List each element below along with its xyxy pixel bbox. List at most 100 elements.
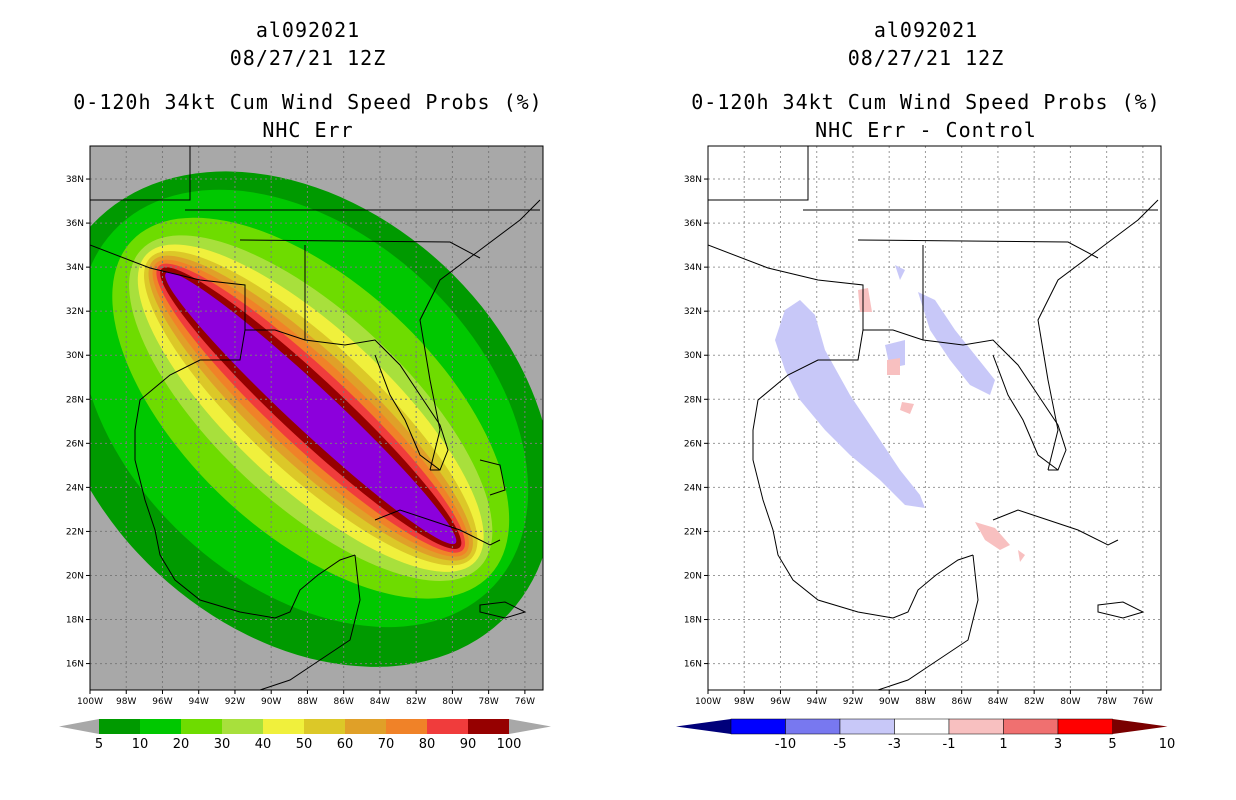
colorbar-label: -5 [834, 737, 847, 752]
contour-100 [165, 272, 457, 545]
lon-label: 92W [843, 697, 863, 707]
lat-label: 20N [684, 571, 702, 581]
colorbar-label: 40 [255, 737, 272, 752]
left-colorbar: 5 10 20 30 40 50 60 70 80 90 100 [59, 719, 551, 752]
colorbar-label: -10 [775, 737, 796, 752]
colorbar-bin [263, 719, 304, 734]
left-storm-id: al092021 [255, 18, 361, 42]
colorbar-label: -1 [943, 737, 956, 752]
right-map: 38N 36N 34N 32N 30N 28N 26N 24N 22N 20N 18N 16N 100… [684, 145, 1162, 707]
left-lat-labels: 38N 36N 34N 32N 30N 28N 26N 24N 22N 20N 18N 16N [66, 175, 90, 670]
colorbar-bin [99, 719, 140, 734]
lon-label: 100W [77, 697, 103, 707]
colorbar-label: 60 [337, 737, 354, 752]
colorbar-low-arrow [676, 719, 731, 734]
colorbar-label: 5 [95, 737, 103, 752]
colorbar-bin [386, 719, 427, 734]
left-panel-title: al092021 08/27/21 12Z 0-120h 34kt Cum Wi… [28, 16, 588, 144]
lon-label: 98W [734, 697, 754, 707]
right-storm-id: al092021 [873, 18, 979, 42]
colorbar-label: 80 [419, 737, 436, 752]
left-map-frame [89, 145, 544, 691]
right-lat-labels: 38N 36N 34N 32N 30N 28N 26N 24N 22N 20N 18N 16N [684, 175, 708, 670]
colorbar-high-arrow [1112, 719, 1168, 734]
lon-label: 96W [770, 697, 790, 707]
lon-label: 98W [116, 697, 136, 707]
lat-label: 18N [684, 616, 702, 626]
lat-label: 36N [684, 219, 702, 229]
positive-patch-small [1018, 550, 1025, 562]
colorbar-low-arrow [59, 719, 99, 734]
lon-label: 84W [370, 697, 390, 707]
left-product: 0-120h 34kt Cum Wind Speed Probs (%) [73, 90, 543, 114]
right-lon-labels: 100W 98W 96W 94W 92W 90W 88W 86W 84W 82W 80W 78W 76W [695, 690, 1153, 707]
negative-patch-east [918, 292, 995, 395]
positive-patch-cuba [975, 522, 1010, 550]
colorbar-label: 20 [173, 737, 190, 752]
colorbar-bin [785, 718, 841, 735]
lat-label: 28N [66, 395, 84, 405]
lon-label: 100W [695, 697, 721, 707]
colorbar-label: 100 [497, 737, 522, 752]
colorbar-label: 10 [132, 737, 149, 752]
colorbar-bin [1057, 718, 1113, 735]
positive-patch-gulf [900, 402, 914, 414]
lon-label: 76W [1133, 697, 1153, 707]
lon-label: 88W [915, 697, 935, 707]
right-colorbar: -10 -5 -3 -1 1 3 5 10 [676, 718, 1176, 752]
lon-label: 90W [261, 697, 281, 707]
lon-label: 84W [988, 697, 1008, 707]
colorbar-label: 30 [214, 737, 231, 752]
positive-patch-ms [858, 288, 872, 312]
right-panel-title: al092021 08/27/21 12Z 0-120h 34kt Cum Wi… [646, 16, 1206, 144]
left-lon-labels: 100W 98W 96W 94W 92W 90W 88W 86W 84W 82W 80W 78W 76W [77, 690, 535, 707]
lat-label: 18N [66, 616, 84, 626]
colorbar-bin [839, 718, 895, 735]
left-map: 38N 36N 34N 32N 30N 28N 26N 24N 22N 20N 18N 16N 100… [66, 145, 544, 707]
lat-label: 34N [684, 263, 702, 273]
lon-label: 78W [1096, 697, 1116, 707]
colorbar-bin [304, 719, 345, 734]
lat-label: 32N [684, 307, 702, 317]
lon-label: 80W [1060, 697, 1080, 707]
lat-label: 22N [66, 527, 84, 537]
right-map-background [708, 146, 1161, 690]
lat-label: 16N [66, 660, 84, 670]
lat-label: 24N [684, 483, 702, 493]
lat-label: 28N [684, 395, 702, 405]
colorbar-bin [140, 719, 181, 734]
lat-label: 38N [684, 175, 702, 185]
lon-label: 94W [189, 697, 209, 707]
lat-label: 16N [684, 660, 702, 670]
lat-label: 20N [66, 571, 84, 581]
lat-label: 24N [66, 483, 84, 493]
lat-label: 26N [66, 439, 84, 449]
negative-patch-north [895, 265, 905, 280]
lon-label: 86W [334, 697, 354, 707]
right-map-frame [707, 145, 1162, 691]
lat-label: 22N [684, 527, 702, 537]
colorbar-label: 1 [999, 737, 1007, 752]
lat-label: 34N [66, 263, 84, 273]
lon-label: 86W [952, 697, 972, 707]
lon-label: 88W [297, 697, 317, 707]
colorbar-bin [894, 718, 950, 735]
left-datetime: 08/27/21 12Z [229, 46, 387, 70]
colorbar-label: 5 [1108, 737, 1116, 752]
colorbar-label: 10 [1159, 737, 1176, 752]
lon-label: 80W [442, 697, 462, 707]
colorbar-bin [345, 719, 386, 734]
colorbar-bin [222, 719, 263, 734]
colorbar-bin [181, 719, 222, 734]
colorbar-bin [948, 718, 1004, 735]
lat-label: 30N [66, 351, 84, 361]
colorbar-label: 50 [296, 737, 313, 752]
colorbar-label: 3 [1054, 737, 1062, 752]
lon-label: 82W [406, 697, 426, 707]
lat-label: 36N [66, 219, 84, 229]
left-coastlines [90, 146, 541, 690]
lon-label: 82W [1024, 697, 1044, 707]
right-difference-patches [775, 265, 1025, 562]
lat-label: 32N [66, 307, 84, 317]
